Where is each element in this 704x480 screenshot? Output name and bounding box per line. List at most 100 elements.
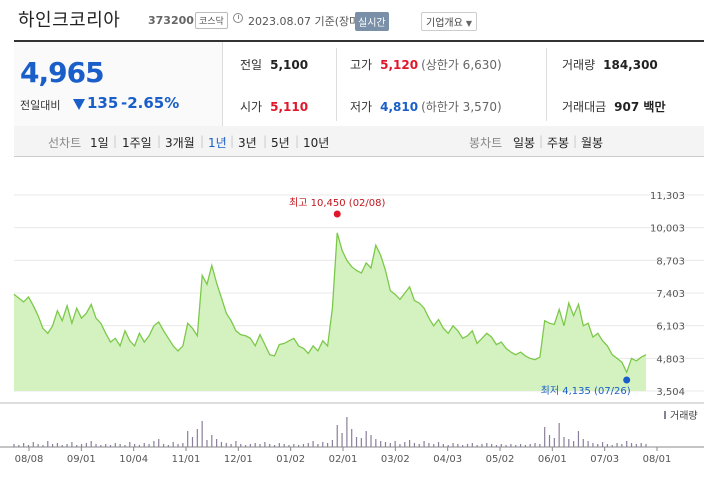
y-tick-label: 3,504: [656, 387, 685, 398]
volume-bar: [153, 441, 155, 447]
volume-bar: [105, 444, 107, 447]
volume-bar: [495, 445, 498, 447]
volume-bar: [13, 444, 15, 447]
amount-value: 907 백만: [614, 100, 666, 114]
price-change: 135: [87, 94, 119, 112]
volume-bar: [167, 445, 169, 447]
x-tick-label: 02/01: [329, 454, 358, 465]
x-tick-label: 03/02: [381, 454, 410, 465]
volume-bar: [278, 443, 280, 447]
volume-legend-label: 거래량: [670, 410, 698, 422]
period-tab-3m[interactable]: 3개월: [165, 136, 195, 150]
price-chart[interactable]: 11,303 10,003 8,703 7,403 6,103 4,803 3,504 08…: [0, 160, 704, 480]
volume-bar: [201, 421, 203, 447]
low-value: 4,810: [380, 100, 419, 114]
period-tab-1y[interactable]: 1년: [208, 136, 227, 150]
realtime-button[interactable]: 실시간: [355, 12, 389, 31]
volume-bar: [27, 445, 30, 447]
volume-bar: [611, 445, 613, 447]
high-annotation: 최고 10,450 (02/08): [289, 197, 385, 209]
volume-bar: [90, 441, 92, 447]
volume-bar: [37, 444, 39, 447]
volume-bar: [433, 444, 435, 447]
volume-value: 184,300: [603, 58, 658, 72]
volume: 거래량 184,300: [562, 56, 658, 73]
volume-bar: [582, 439, 584, 447]
volume-bar: [187, 431, 189, 447]
y-tick-label: 10,003: [650, 224, 685, 235]
volume-bar: [626, 441, 628, 447]
low-annotation: 최저 4,135 (07/26): [541, 385, 631, 397]
period-tab-3y[interactable]: 3년: [238, 136, 257, 150]
divider: [546, 48, 547, 121]
volume-bar: [597, 444, 599, 447]
tab-separator: |: [573, 134, 578, 148]
candle-tab-monthly[interactable]: 월봉: [581, 136, 604, 150]
volume-bar: [544, 427, 546, 447]
volume-bar: [409, 440, 411, 447]
period-tab-1d[interactable]: 1일: [90, 136, 109, 150]
period-tab-1w[interactable]: 1주일: [122, 136, 152, 150]
period-tab-5y[interactable]: 5년: [271, 136, 290, 150]
tab-separator: |: [263, 134, 268, 148]
high-marker: [333, 210, 341, 218]
volume-bar: [182, 443, 184, 447]
volume-bar: [635, 444, 637, 447]
tab-separator: |: [113, 134, 118, 148]
volume-bar: [601, 442, 604, 447]
volume-bar: [351, 429, 353, 447]
volume-bar: [283, 444, 285, 447]
price-line: [13, 232, 647, 375]
x-axis: 08/08 09/01 10/04 11/01 12/01 01/02 02/01 03/02…: [15, 447, 671, 465]
candle-tab-daily[interactable]: 일봉: [513, 136, 536, 150]
volume-label: 거래량: [562, 58, 596, 72]
volume-bar: [51, 444, 54, 447]
volume-bar: [80, 444, 83, 447]
amount-label: 거래대금: [562, 100, 607, 114]
volume-bar: [100, 445, 102, 447]
company-info-dropdown[interactable]: 기업개요 ▼: [421, 12, 477, 31]
volume-bar: [418, 444, 420, 447]
line-chart-label: 선차트: [48, 136, 82, 150]
market-badge: 코스닥: [195, 12, 228, 29]
volume-bar: [447, 445, 449, 447]
price-area: [14, 232, 646, 391]
volume-bar: [264, 442, 266, 447]
y-tick-label: 7,403: [656, 289, 685, 300]
volume-bar: [288, 445, 290, 447]
volume-bar: [23, 443, 25, 447]
volume-bar: [124, 445, 126, 447]
company-info-label: 기업개요: [426, 18, 463, 29]
tab-separator: |: [295, 134, 300, 148]
high-value: 5,120: [380, 58, 419, 72]
x-tick-label: 09/01: [67, 454, 96, 465]
volume-bar: [384, 442, 387, 447]
period-tab-10y[interactable]: 10년: [303, 136, 330, 150]
volume-bar: [568, 439, 570, 447]
volume-bar: [573, 441, 575, 447]
y-tick-label: 8,703: [656, 256, 685, 267]
y-tick-label: 11,303: [650, 191, 685, 202]
change-label: 전일대비: [20, 99, 61, 112]
prev-close: 전일 5,100: [240, 56, 308, 73]
volume-bar: [471, 443, 473, 447]
volume-bar: [302, 444, 305, 447]
volume-bar: [510, 444, 512, 447]
volume-bar: [172, 442, 174, 447]
volume-bar: [577, 431, 580, 447]
current-price-box: 4,965 전일대비 135 -2.65%: [14, 42, 223, 127]
upper-limit: (상한가 6,630): [421, 58, 502, 72]
volume-bar: [206, 440, 208, 447]
volume-bar: [524, 445, 526, 447]
volume-bar: [457, 444, 459, 447]
high-price: 고가 5,120 (상한가 6,630): [350, 56, 502, 73]
price-summary: 4,965 전일대비 135 -2.65% 전일 5,100 시가 5,110 고가…: [14, 40, 704, 128]
candle-tab-weekly[interactable]: 주봉: [547, 136, 570, 150]
volume-bar: [621, 444, 623, 447]
volume-bar: [211, 435, 213, 447]
x-tick-label: 06/01: [538, 454, 567, 465]
y-tick-label: 4,803: [656, 354, 685, 365]
y-tick-label: 6,103: [656, 322, 685, 333]
volume-bar: [519, 444, 522, 447]
volume-bar: [259, 444, 261, 447]
